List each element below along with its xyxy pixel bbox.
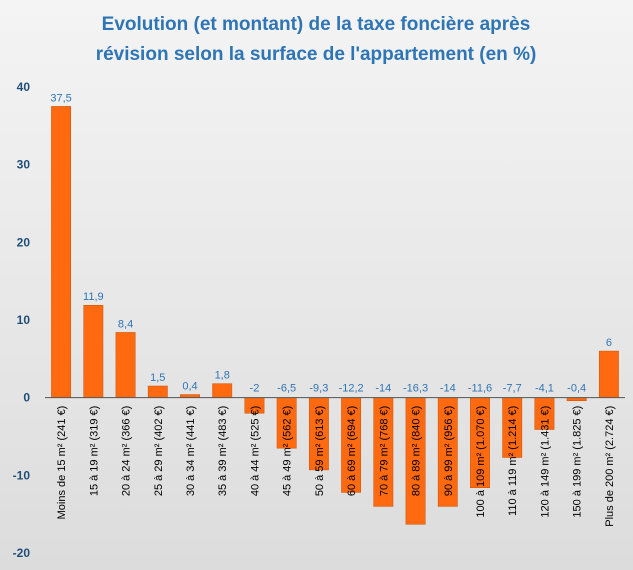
x-tick-label: 80 à 89 m² (840 €) (411, 406, 423, 497)
x-tick-label: 100 à 109 m² (1.070 €) (475, 406, 487, 518)
y-tick-label: 0 (23, 391, 30, 405)
x-tick-label: Plus de 200 m² (2.724 €) (604, 406, 616, 527)
data-labels: 37,5 11,9 8,4 1,5 0,4 1,8 -2 -6,5 -9,3 -12,2 -14 -1… (50, 92, 612, 394)
x-tick-label: Moins de 15 m² (241 €) (56, 406, 68, 520)
x-tick-label: 120 à 149 m² (1.431 €) (539, 406, 551, 518)
x-tick-label: 60 à 69 m² (694 €) (346, 406, 358, 497)
data-label: 1,5 (150, 372, 165, 384)
chart-title-line-2: révision selon la surface de l'apparteme… (96, 44, 537, 65)
bar (598, 350, 619, 398)
x-tick-label: 110 à 119 m² (1.214 €) (507, 406, 519, 516)
x-tick-label: 20 à 24 m² (366 €) (121, 406, 133, 497)
x-tick-label: 15 à 19 m² (319 €) (88, 406, 100, 497)
x-axis-ticks: Moins de 15 m² (241 €) 15 à 19 m² (319 €)… (56, 406, 616, 527)
data-label: 1,8 (215, 370, 230, 382)
y-tick-label: -10 (13, 468, 31, 482)
x-tick-label: 35 à 39 m² (483 €) (217, 406, 229, 497)
x-tick-label: 150 à 199 m² (1.825 €) (572, 406, 584, 518)
x-tick-label: 40 à 44 m² (525 €) (249, 406, 261, 497)
data-label: -2 (250, 383, 260, 395)
data-label: -14 (375, 383, 391, 395)
bar (212, 383, 233, 398)
bar-series (51, 106, 619, 525)
data-label: 37,5 (50, 92, 71, 104)
x-tick-label: 30 à 34 m² (441 €) (185, 406, 197, 497)
data-label: 8,4 (118, 318, 133, 330)
x-tick-label: 45 à 49 m² (562 €) (282, 406, 294, 497)
data-label: -12,2 (339, 383, 364, 395)
bar (51, 106, 72, 398)
data-label: -11,6 (468, 383, 492, 395)
y-axis-ticks: -20 -10 0 10 20 30 40 (13, 80, 31, 560)
data-label: 6 (606, 337, 612, 349)
y-tick-label: 20 (17, 235, 31, 249)
bar (83, 304, 104, 398)
y-tick-label: 10 (17, 313, 31, 327)
data-label: -9,3 (309, 383, 328, 395)
y-tick-label: 30 (17, 158, 31, 172)
data-label: -0,4 (567, 383, 586, 395)
data-label: -16,3 (403, 383, 428, 395)
data-label: -4,1 (535, 383, 554, 395)
chart-title-line-1: Evolution (et montant) de la taxe fonciè… (102, 14, 531, 35)
bar (115, 332, 136, 398)
x-tick-label: 90 à 99 m² (956 €) (443, 406, 455, 497)
data-label: -6,5 (277, 383, 296, 395)
data-label: -14 (440, 383, 456, 395)
y-tick-label: -20 (13, 546, 31, 560)
data-label: -7,7 (503, 383, 522, 395)
x-tick-label: 50 à 59 m² (613 €) (314, 406, 326, 497)
x-tick-label: 70 à 79 m² (768 €) (378, 406, 390, 497)
y-tick-label: 40 (17, 80, 31, 94)
data-label: 11,9 (83, 291, 104, 303)
bar (147, 385, 168, 398)
data-label: 0,4 (182, 381, 197, 393)
x-tick-label: 25 à 29 m² (402 €) (153, 406, 165, 497)
